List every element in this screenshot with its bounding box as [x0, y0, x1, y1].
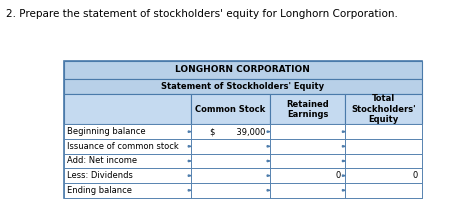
Bar	[64, 124, 191, 139]
Bar	[191, 168, 270, 183]
Bar	[191, 124, 270, 139]
Bar	[345, 94, 422, 124]
Bar	[191, 183, 270, 198]
Polygon shape	[267, 190, 270, 191]
Polygon shape	[267, 146, 270, 147]
Bar	[345, 168, 422, 183]
Bar	[64, 61, 422, 79]
Polygon shape	[188, 131, 191, 132]
Bar	[270, 124, 345, 139]
Text: Common Stock: Common Stock	[195, 105, 265, 114]
Text: 2. Prepare the statement of stockholders' equity for Longhorn Corporation.: 2. Prepare the statement of stockholders…	[6, 9, 398, 19]
Bar	[270, 139, 345, 154]
Polygon shape	[342, 146, 345, 147]
Text: LONGHORN CORPORATION: LONGHORN CORPORATION	[175, 65, 310, 75]
Text: $        39,000: $ 39,000	[210, 127, 265, 136]
Bar	[270, 168, 345, 183]
Bar	[270, 154, 345, 168]
Text: Total
Stockholders'
Equity: Total Stockholders' Equity	[351, 94, 416, 124]
Text: Retained
Earnings: Retained Earnings	[286, 99, 329, 119]
Polygon shape	[267, 175, 270, 176]
Bar	[64, 94, 191, 124]
Bar	[270, 183, 345, 198]
Bar	[345, 183, 422, 198]
Text: Ending balance: Ending balance	[67, 186, 132, 195]
Polygon shape	[342, 131, 345, 132]
Text: Beginning balance: Beginning balance	[67, 127, 146, 136]
Text: Less: Dividends: Less: Dividends	[67, 171, 133, 180]
Bar	[64, 154, 191, 168]
Bar	[64, 168, 191, 183]
Polygon shape	[188, 160, 191, 162]
Bar	[191, 139, 270, 154]
Bar	[64, 183, 191, 198]
Polygon shape	[267, 160, 270, 162]
Polygon shape	[342, 160, 345, 162]
Bar	[191, 94, 270, 124]
Text: Add: Net income: Add: Net income	[67, 157, 137, 166]
Bar	[345, 124, 422, 139]
Polygon shape	[342, 190, 345, 191]
Polygon shape	[188, 175, 191, 176]
Bar	[191, 154, 270, 168]
Bar	[345, 154, 422, 168]
Text: 0: 0	[412, 171, 418, 180]
Bar	[64, 139, 191, 154]
Text: Statement of Stockholders' Equity: Statement of Stockholders' Equity	[161, 82, 325, 91]
Polygon shape	[188, 146, 191, 147]
Polygon shape	[342, 175, 345, 176]
Bar	[64, 61, 422, 198]
Bar	[345, 139, 422, 154]
Text: Issuance of common stock: Issuance of common stock	[67, 142, 179, 151]
Bar	[270, 94, 345, 124]
Text: 0: 0	[336, 171, 341, 180]
Bar	[64, 79, 422, 94]
Polygon shape	[267, 131, 270, 132]
Polygon shape	[188, 190, 191, 191]
